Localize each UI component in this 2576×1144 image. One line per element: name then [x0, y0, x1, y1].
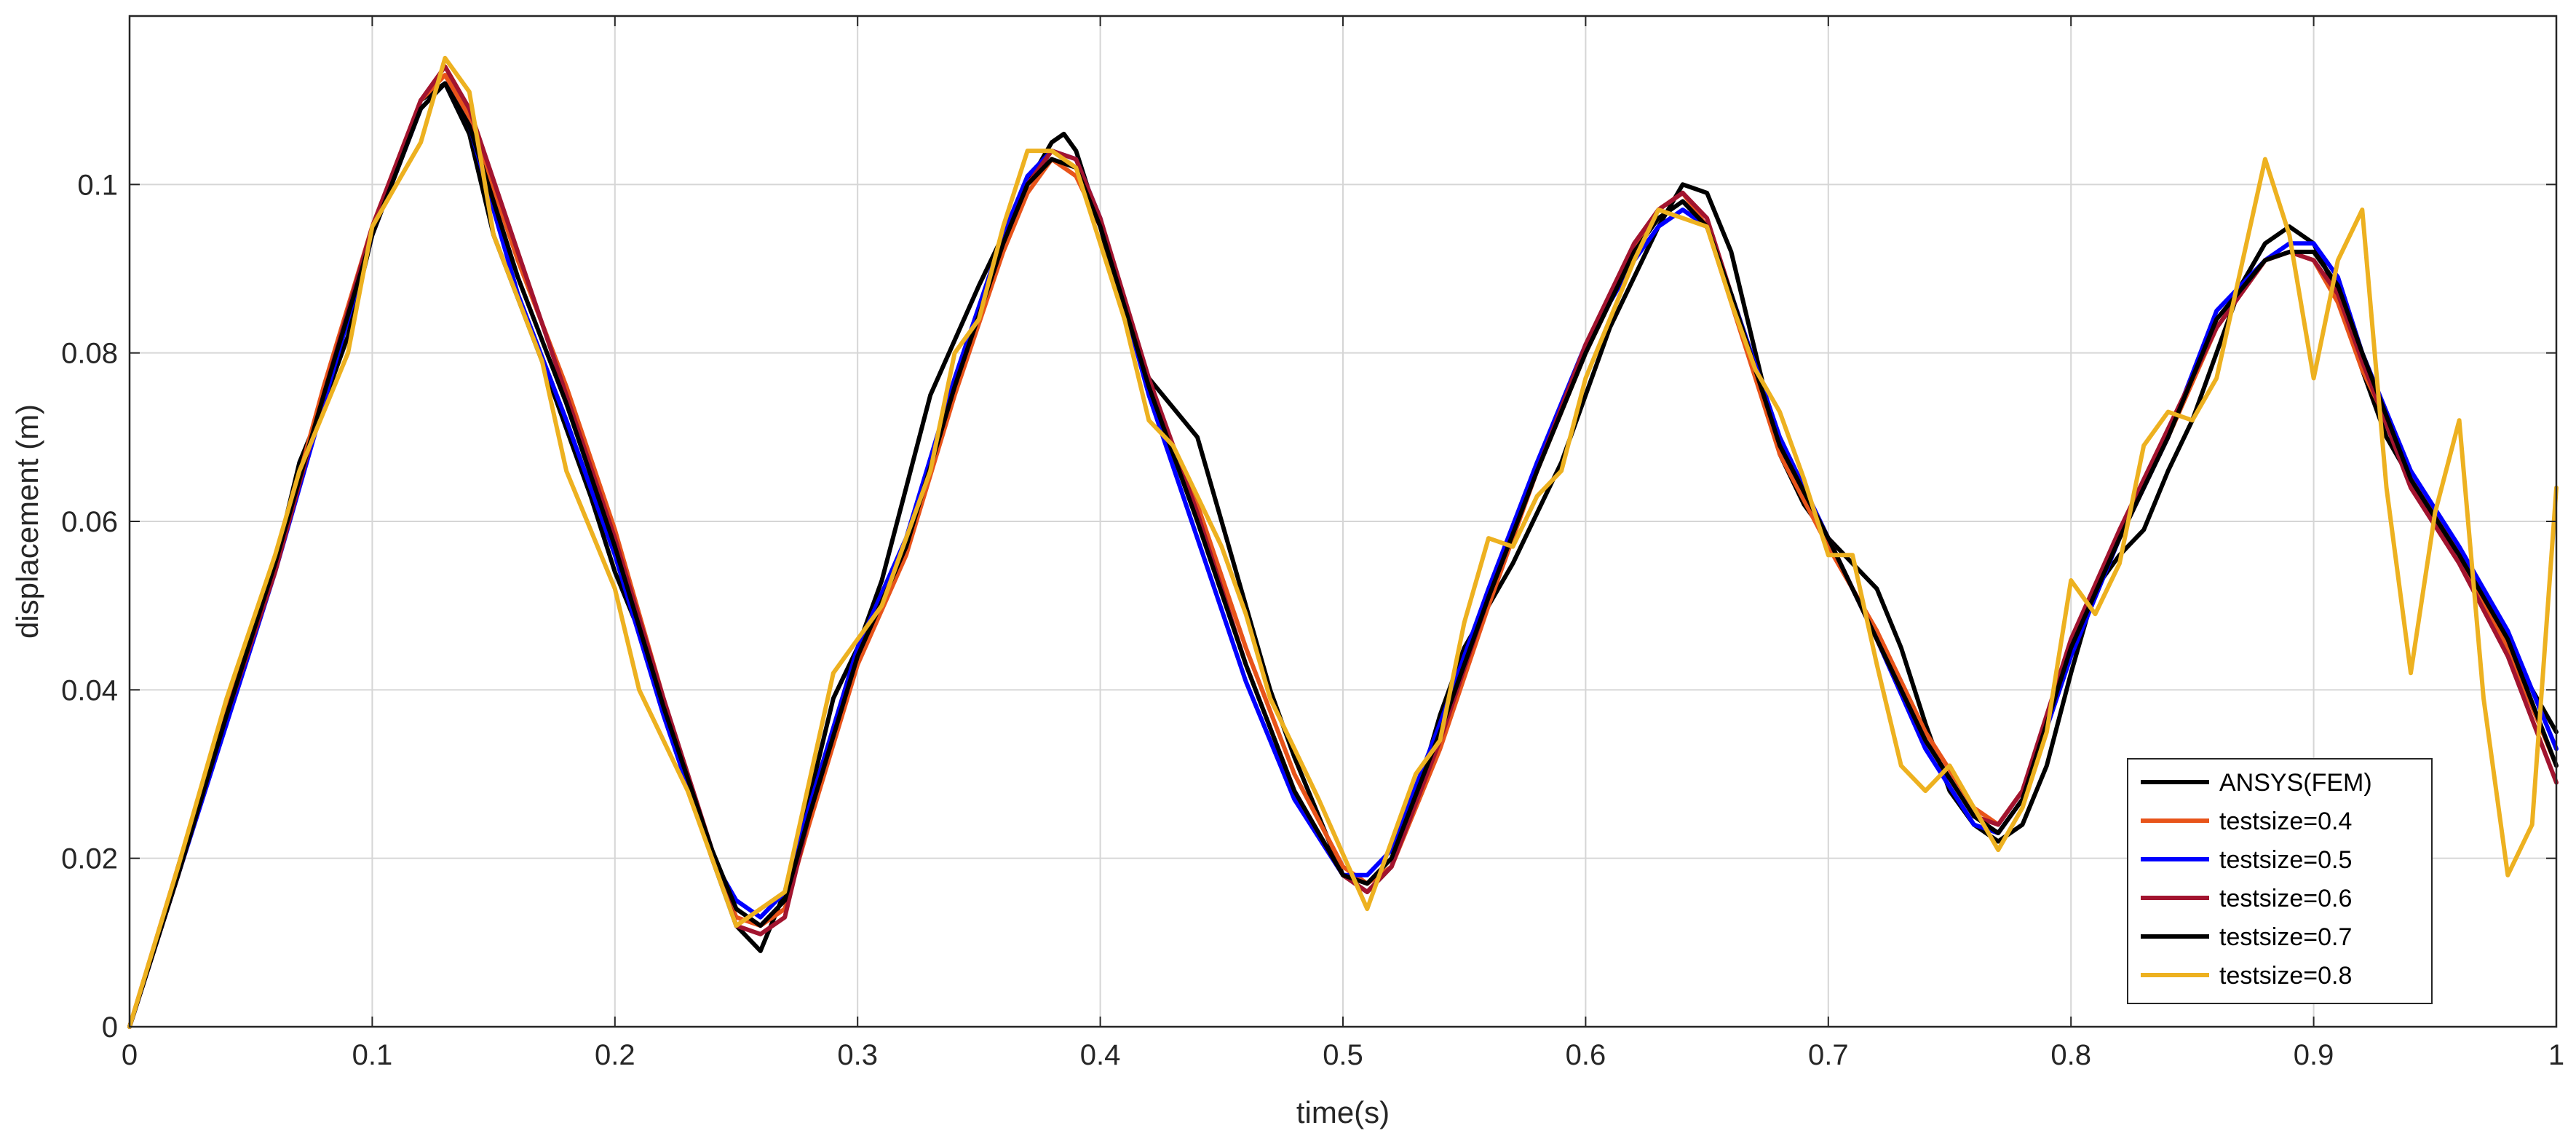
legend-label: testsize=0.6 — [2219, 885, 2352, 912]
x-tick-label: 0 — [122, 1039, 138, 1071]
axis-ticks — [129, 16, 2557, 1027]
legend-label: testsize=0.4 — [2219, 808, 2352, 835]
x-tick-label: 0.6 — [1566, 1039, 1606, 1071]
legend-label: testsize=0.5 — [2219, 846, 2352, 874]
y-tick-label: 0 — [102, 1011, 118, 1044]
x-tick-label: 0.7 — [1808, 1039, 1849, 1071]
x-tick-label: 0.5 — [1323, 1039, 1363, 1071]
y-tick-label: 0.04 — [61, 674, 118, 706]
y-tick-label: 0.02 — [61, 843, 118, 875]
series-layer — [127, 55, 2559, 1029]
x-tick-label: 0.8 — [2050, 1039, 2091, 1071]
y-axis-label: displacement (m) — [10, 404, 44, 639]
x-tick-label: 1 — [2548, 1039, 2564, 1071]
legend-label: ANSYS(FEM) — [2219, 769, 2372, 797]
y-tick-label: 0.08 — [61, 338, 118, 370]
y-tick-label: 0.06 — [61, 506, 118, 538]
x-tick-label: 0.1 — [352, 1039, 393, 1071]
x-tick-label: 0.2 — [595, 1039, 635, 1071]
y-tick-label: 0.1 — [77, 169, 118, 201]
legend-label: testsize=0.8 — [2219, 962, 2352, 990]
x-tick-labels: 0 0.1 0.2 0.3 0.4 0.5 0.6 0.7 0.8 0.9 1 — [122, 1039, 2564, 1071]
legend-label: testsize=0.7 — [2219, 923, 2352, 951]
x-tick-label: 0.9 — [2294, 1039, 2334, 1071]
series-line-testsize-0-8 — [127, 55, 2559, 1029]
legend: ANSYS(FEM) testsize=0.4 testsize=0.5 testsi… — [2127, 758, 2433, 1004]
x-tick-label: 0.3 — [837, 1039, 878, 1071]
legend-box — [2127, 758, 2433, 1004]
x-tick-label: 0.4 — [1080, 1039, 1121, 1071]
y-tick-labels: 0 0.02 0.04 0.06 0.08 0.1 — [61, 169, 118, 1044]
x-axis-label: time(s) — [1296, 1095, 1390, 1129]
